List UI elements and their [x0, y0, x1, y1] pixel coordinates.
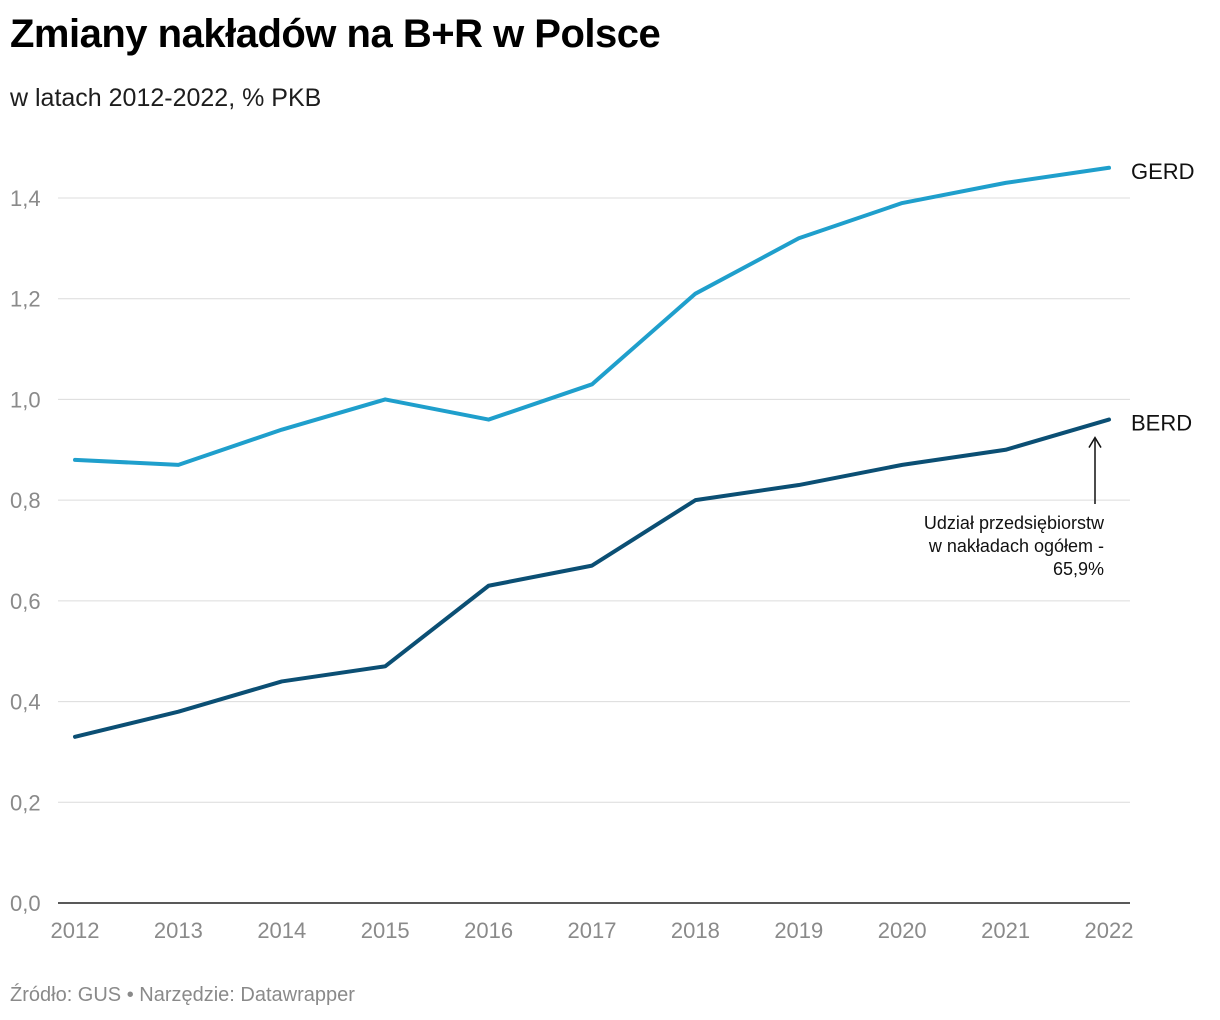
- annotation-text-line: w nakładach ogółem -: [928, 536, 1104, 556]
- series-line-berd: [73, 417, 1111, 739]
- x-tick-label: 2018: [671, 918, 720, 943]
- x-tick-label: 2020: [878, 918, 927, 943]
- annotation-arrowhead: [1088, 436, 1102, 448]
- y-tick-label: 0,8: [10, 488, 41, 513]
- series-label-berd: BERD: [1131, 411, 1192, 436]
- x-tick-label: 2012: [51, 918, 100, 943]
- y-tick-label: 1,2: [10, 287, 41, 312]
- x-axis-ticks: 2012 2013 2014 2015 2016 2017 2018 2019 2020 2021…: [51, 918, 1134, 943]
- y-axis-ticks: 0,0 0,2 0,4 0,6 0,8 1,0 1,2 1,4: [10, 186, 41, 916]
- x-tick-label: 2019: [774, 918, 823, 943]
- grid-lines: [58, 197, 1130, 904]
- y-tick-label: 0,0: [10, 891, 41, 916]
- source-footer: Źródło: GUS • Narzędzie: Datawrapper: [10, 984, 355, 1006]
- series-label-gerd: GERD: [1131, 159, 1195, 184]
- annotation-text-line: Udział przedsiębiorstw: [924, 513, 1105, 533]
- x-tick-label: 2015: [361, 918, 410, 943]
- chart-title: Zmiany nakładów na B+R w Polsce: [10, 12, 661, 56]
- y-tick-label: 1,0: [10, 387, 41, 412]
- x-tick-label: 2014: [257, 918, 306, 943]
- x-tick-label: 2013: [154, 918, 203, 943]
- series-lines: [73, 165, 1111, 739]
- x-tick-label: 2021: [981, 918, 1030, 943]
- series-line-gerd: [73, 165, 1111, 467]
- chart-subtitle: w latach 2012-2022, % PKB: [10, 84, 322, 112]
- annotation-text-line: 65,9%: [1053, 559, 1104, 579]
- x-tick-label: 2016: [464, 918, 513, 943]
- y-tick-label: 0,2: [10, 790, 41, 815]
- series-labels: GERD BERD: [1131, 159, 1195, 436]
- x-tick-label: 2022: [1085, 918, 1134, 943]
- y-tick-label: 0,6: [10, 589, 41, 614]
- y-tick-label: 0,4: [10, 690, 41, 715]
- y-tick-label: 1,4: [10, 186, 41, 211]
- x-tick-label: 2017: [568, 918, 617, 943]
- annotation: Udział przedsiębiorstw w nakładach ogółem…: [924, 436, 1105, 579]
